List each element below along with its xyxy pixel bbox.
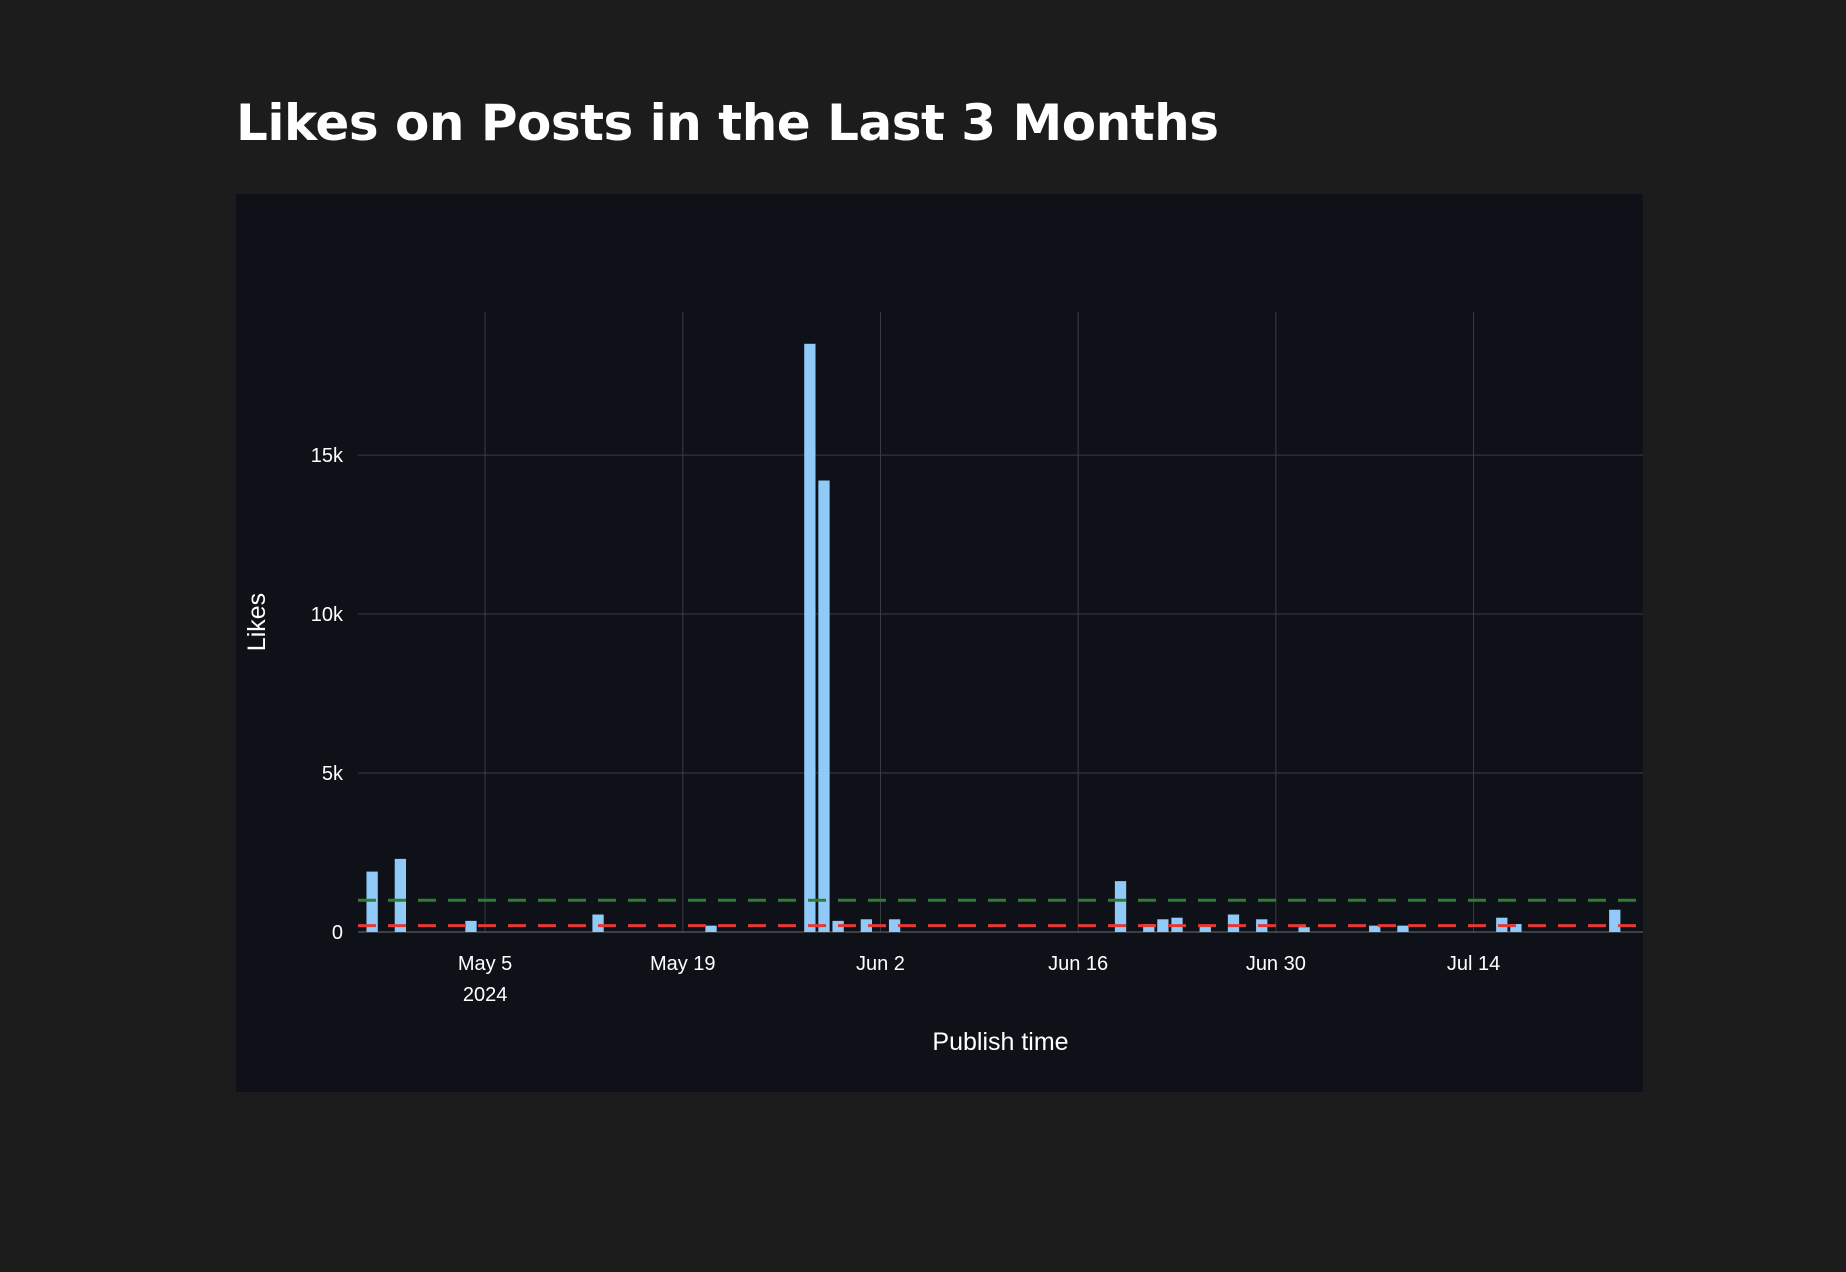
likes-bar bbox=[1114, 881, 1127, 932]
likes-bar bbox=[1143, 924, 1155, 932]
likes-bar bbox=[1227, 914, 1240, 932]
likes-bar bbox=[366, 871, 378, 932]
x-tick-label: May 19 bbox=[650, 953, 716, 975]
page-title: Likes on Posts in the Last 3 Months bbox=[236, 94, 1219, 152]
y-axis-title: Likes bbox=[243, 593, 271, 651]
x-tick-label: Jun 2 bbox=[856, 953, 905, 975]
likes-bar bbox=[860, 919, 872, 932]
likes-bar bbox=[1199, 925, 1211, 932]
y-tick-label: 15k bbox=[311, 445, 344, 467]
x-tick-label: Jul 14 bbox=[1447, 953, 1500, 975]
grid-layer bbox=[358, 312, 1643, 933]
bar-layer bbox=[366, 343, 1621, 932]
reference-line-layer bbox=[358, 898, 1643, 928]
x-tick-sublabel: 2024 bbox=[463, 984, 508, 1006]
x-axis-title: Publish time bbox=[932, 1028, 1068, 1056]
likes-bar bbox=[1369, 925, 1381, 932]
likes-bar bbox=[1510, 924, 1522, 932]
y-tick-label: 10k bbox=[311, 604, 344, 626]
x-tick-label: Jun 16 bbox=[1048, 953, 1108, 975]
likes-bar bbox=[804, 343, 816, 932]
likes-bar-chart: May 5 2024 May 19 Jun 2 Jun 16 Jun 30 Jul 14 0 5… bbox=[243, 312, 1643, 1056]
likes-bar bbox=[1397, 925, 1409, 932]
likes-bar bbox=[1157, 919, 1169, 932]
likes-bar bbox=[818, 480, 830, 932]
likes-bar bbox=[592, 914, 604, 932]
likes-bar bbox=[394, 858, 407, 932]
x-tick-label: Jun 30 bbox=[1246, 953, 1306, 975]
likes-bar bbox=[465, 920, 477, 932]
likes-bar bbox=[1298, 927, 1310, 932]
likes-bar bbox=[1609, 909, 1621, 932]
chart-panel: May 5 2024 May 19 Jun 2 Jun 16 Jun 30 Jul 14 0 5… bbox=[236, 194, 1643, 1092]
tick-label-layer: May 5 2024 May 19 Jun 2 Jun 16 Jun 30 Jul 14 0 5… bbox=[311, 445, 1500, 1006]
y-tick-label: 5k bbox=[322, 763, 344, 785]
y-tick-label: 0 bbox=[332, 922, 343, 944]
likes-bar bbox=[705, 925, 717, 932]
likes-bar bbox=[888, 919, 901, 932]
x-tick-label: May 5 bbox=[458, 953, 512, 975]
